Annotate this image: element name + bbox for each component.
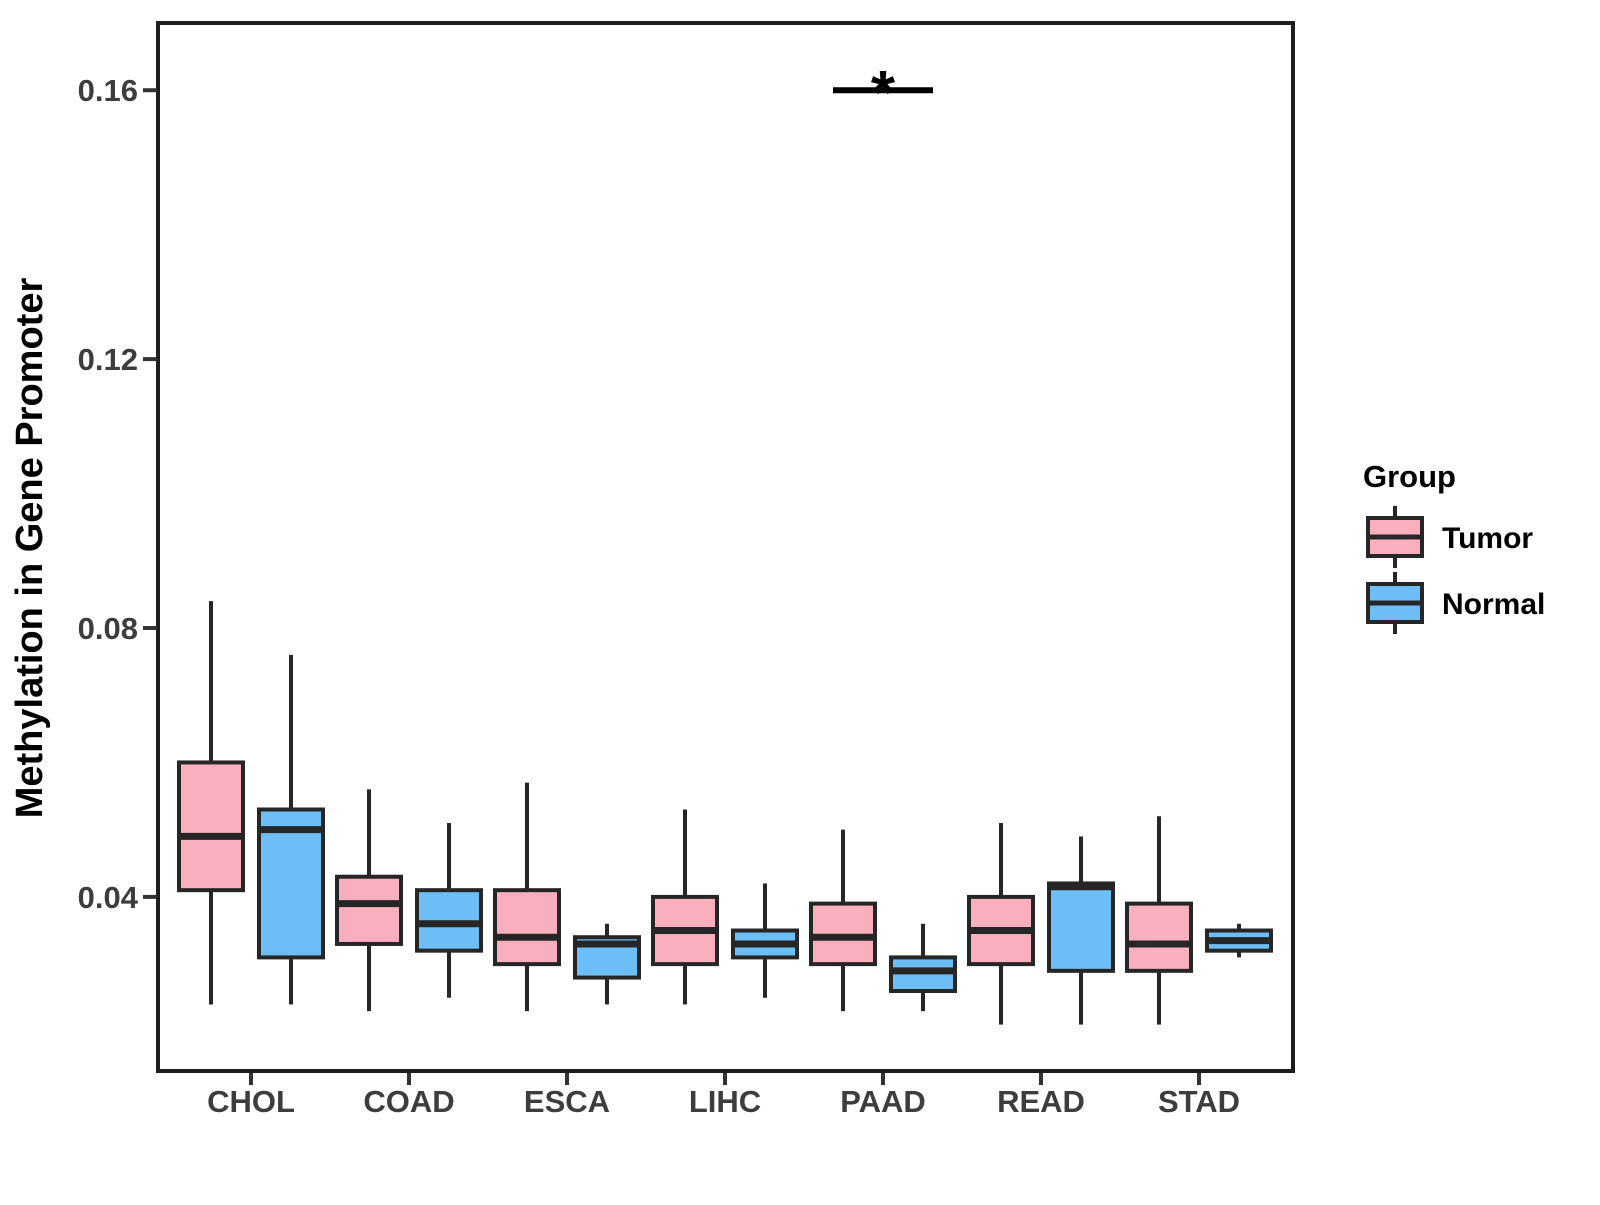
significance-layer: * — [833, 59, 933, 128]
x-tick-label-esca: ESCA — [524, 1084, 610, 1119]
box-tumor-coad — [335, 874, 403, 946]
y-axis-title: Methylation in Gene Promoter — [9, 278, 51, 819]
y-tick-label: 0.12 — [78, 342, 138, 377]
legend-glyphs — [1366, 506, 1424, 634]
y-tick-label: 0.04 — [78, 880, 139, 915]
legend-label-normal: Normal — [1442, 588, 1545, 621]
legend-title: Group — [1363, 459, 1456, 494]
y-tick-label: 0.08 — [78, 611, 138, 646]
y-axis: 0.04 0.08 0.12 0.16 — [78, 73, 157, 915]
y-tick-label: 0.16 — [78, 73, 138, 108]
plot-panel — [156, 21, 1295, 1073]
legend: Group Tumor Normal — [1363, 459, 1545, 634]
significance-star: * — [871, 59, 896, 128]
x-tick-label-read: READ — [997, 1084, 1085, 1119]
x-tick-label-stad: STAD — [1158, 1084, 1240, 1119]
x-tick-label-lihc: LIHC — [689, 1084, 761, 1119]
x-tick-label-coad: COAD — [363, 1084, 454, 1119]
box-tumor-stad — [1125, 901, 1193, 973]
x-tick-label-chol: CHOL — [207, 1084, 295, 1119]
x-tick-label-paad: PAAD — [840, 1084, 926, 1119]
box-tumor-chol — [177, 760, 245, 893]
box-normal-read — [1047, 881, 1115, 973]
box-tumor-esca — [493, 888, 561, 967]
box-normal-chol — [257, 807, 325, 960]
x-axis: CHOL COAD ESCA LIHC PAAD READ STAD — [207, 1073, 1240, 1119]
boxplot-layer — [177, 601, 1273, 1025]
legend-label-tumor: Tumor — [1442, 522, 1533, 555]
